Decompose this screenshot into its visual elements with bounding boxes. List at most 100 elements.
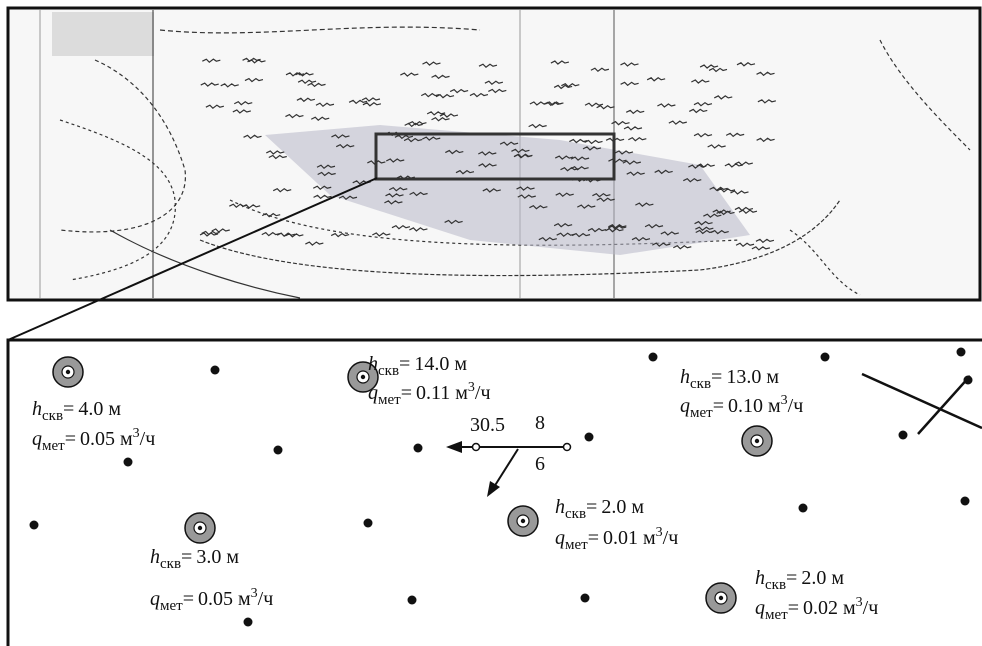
point bbox=[408, 596, 417, 605]
value: 0.01 bbox=[603, 527, 638, 549]
unit: м bbox=[108, 398, 121, 420]
value: 0.10 bbox=[728, 395, 763, 417]
unit: м bbox=[843, 597, 856, 619]
value: 3.0 bbox=[196, 546, 221, 568]
superscript: 3 bbox=[856, 595, 863, 610]
point bbox=[821, 353, 830, 362]
equals: = bbox=[588, 527, 599, 549]
symbol: h bbox=[680, 366, 690, 388]
point bbox=[799, 504, 808, 513]
equals: = bbox=[399, 353, 410, 375]
unit: /ч bbox=[663, 527, 679, 549]
value: 0.05 bbox=[198, 588, 233, 610]
symbol: q bbox=[368, 382, 378, 404]
subscript: скв bbox=[378, 363, 399, 379]
subscript: скв bbox=[160, 556, 181, 572]
symbol: h bbox=[755, 567, 765, 589]
unit: /ч bbox=[258, 588, 274, 610]
vector-node bbox=[473, 444, 480, 451]
subscript: мет bbox=[160, 598, 183, 614]
superscript: 3 bbox=[656, 525, 663, 540]
point bbox=[899, 431, 908, 440]
superscript: 3 bbox=[251, 586, 258, 601]
well-center bbox=[198, 526, 202, 530]
well-center bbox=[66, 370, 70, 374]
equals: = bbox=[401, 382, 412, 404]
point bbox=[581, 594, 590, 603]
point bbox=[585, 433, 594, 442]
value: 0.02 bbox=[803, 597, 838, 619]
equals: = bbox=[181, 546, 192, 568]
equals: = bbox=[586, 496, 597, 518]
subscript: скв bbox=[565, 506, 586, 522]
unit: м bbox=[226, 546, 239, 568]
value: 13.0 bbox=[726, 366, 761, 388]
unit: м bbox=[120, 428, 133, 450]
subscript: скв bbox=[765, 577, 786, 593]
unit: /ч bbox=[140, 428, 156, 450]
subscript: скв bbox=[42, 408, 63, 424]
symbol: h bbox=[150, 546, 160, 568]
unit: м bbox=[768, 395, 781, 417]
vector-label: 6 bbox=[535, 453, 545, 475]
unit: /ч bbox=[475, 382, 491, 404]
superscript: 3 bbox=[468, 380, 475, 395]
symbol: q bbox=[32, 428, 42, 450]
equals: = bbox=[183, 588, 194, 610]
well-center bbox=[755, 439, 759, 443]
unit: м bbox=[454, 353, 467, 375]
value: 0.11 bbox=[416, 382, 450, 404]
subscript: скв bbox=[690, 376, 711, 392]
well-center bbox=[361, 375, 365, 379]
equals: = bbox=[713, 395, 724, 417]
value: 4.0 bbox=[78, 398, 103, 420]
map-corner bbox=[52, 12, 154, 56]
unit: м bbox=[766, 366, 779, 388]
symbol: q bbox=[755, 597, 765, 619]
symbol: h bbox=[368, 353, 378, 375]
well-center bbox=[719, 596, 723, 600]
point bbox=[30, 521, 39, 530]
vector-label: 30.5 bbox=[470, 414, 505, 436]
superscript: 3 bbox=[781, 393, 788, 408]
equals: = bbox=[711, 366, 722, 388]
well-center bbox=[521, 519, 525, 523]
unit: м bbox=[631, 496, 644, 518]
equals: = bbox=[788, 597, 799, 619]
value: 0.05 bbox=[80, 428, 115, 450]
scanned-map bbox=[8, 8, 980, 300]
vector-label: 8 bbox=[535, 412, 545, 434]
subscript: мет bbox=[765, 607, 788, 623]
symbol: q bbox=[555, 527, 565, 549]
point bbox=[364, 519, 373, 528]
point bbox=[957, 348, 966, 357]
point bbox=[649, 353, 658, 362]
equals: = bbox=[63, 398, 74, 420]
subscript: мет bbox=[565, 537, 588, 553]
unit: м bbox=[455, 382, 468, 404]
vector-node bbox=[564, 444, 571, 451]
unit: м bbox=[238, 588, 251, 610]
symbol: q bbox=[150, 588, 160, 610]
unit: м bbox=[643, 527, 656, 549]
superscript: 3 bbox=[133, 426, 140, 441]
unit: /ч bbox=[863, 597, 879, 619]
symbol: h bbox=[555, 496, 565, 518]
equals: = bbox=[786, 567, 797, 589]
point bbox=[244, 618, 253, 627]
value: 2.0 bbox=[601, 496, 626, 518]
point bbox=[961, 497, 970, 506]
symbol: q bbox=[680, 395, 690, 417]
subscript: мет bbox=[690, 405, 713, 421]
point bbox=[414, 444, 423, 453]
value: 14.0 bbox=[414, 353, 449, 375]
point bbox=[211, 366, 220, 375]
symbol: h bbox=[32, 398, 42, 420]
figure: 30.5 8 6 hскв=4.0мqмет=0.05м3/чhскв=14.0… bbox=[0, 0, 982, 646]
subscript: мет bbox=[378, 392, 401, 408]
unit: /ч bbox=[788, 395, 804, 417]
equals: = bbox=[65, 428, 76, 450]
unit: м bbox=[831, 567, 844, 589]
value: 2.0 bbox=[801, 567, 826, 589]
subscript: мет bbox=[42, 438, 65, 454]
